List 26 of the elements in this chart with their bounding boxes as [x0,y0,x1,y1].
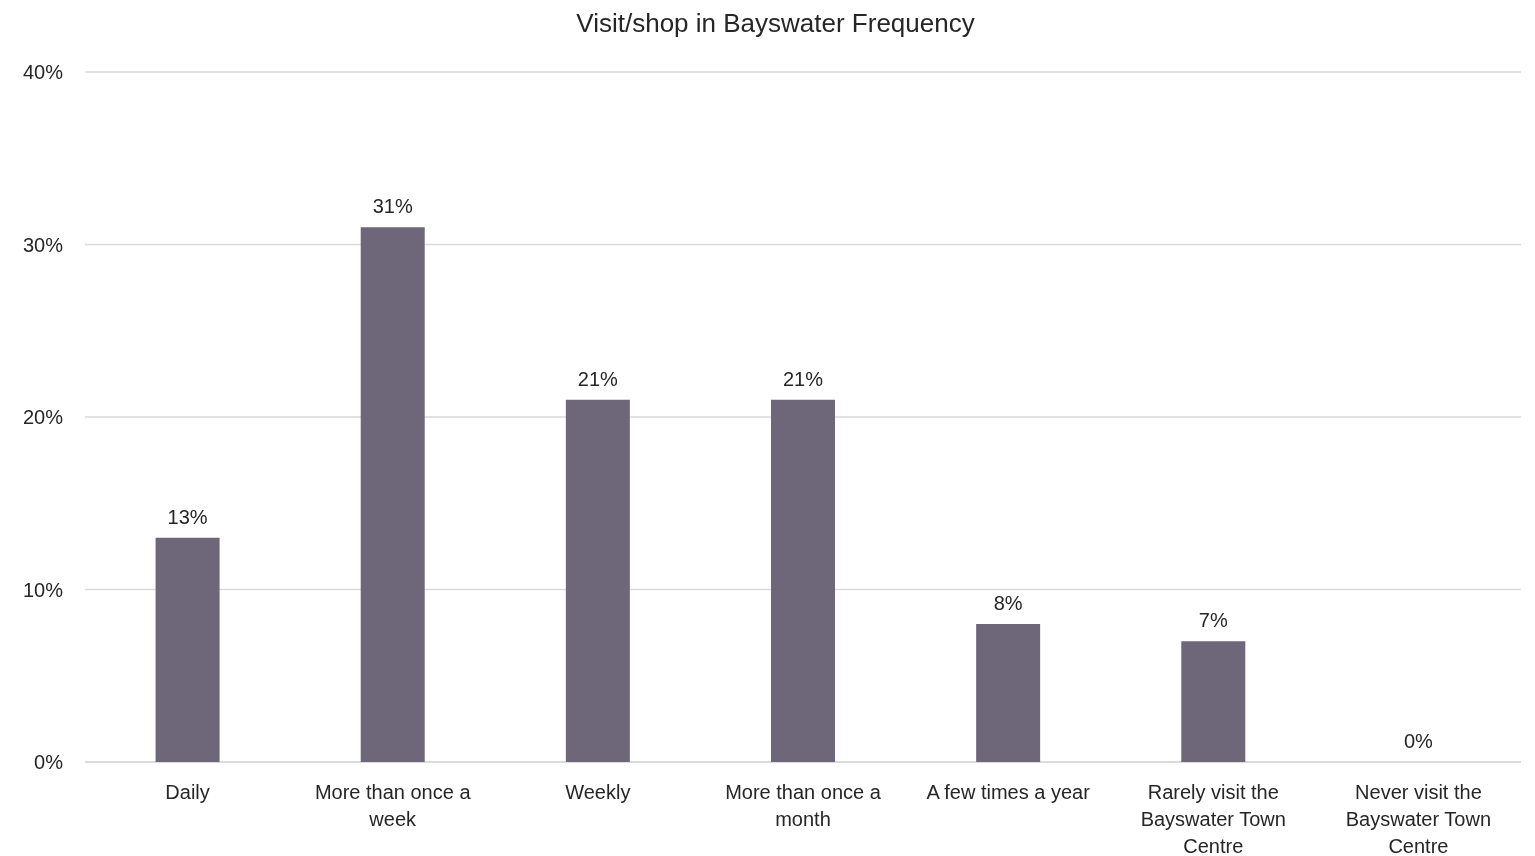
x-tick-label: Rarely visit the Bayswater Town Centre [1140,781,1286,856]
data-label: 7% [1198,609,1228,632]
data-label: 8% [993,592,1023,614]
x-tick-label: More than once a week [314,781,472,830]
y-tick-label: 40% [22,61,64,83]
data-label: 21% [577,367,619,390]
bar [976,624,1041,762]
x-tick-label: A few times a year [926,781,1091,803]
data-label: 0% [1403,730,1434,752]
bar [1181,641,1246,762]
y-tick-label: 20% [22,406,64,428]
data-label: 21% [782,367,824,390]
bar [771,399,835,762]
x-tick-label: More than once a month [725,781,882,830]
data-label: 31% [372,195,413,218]
bar [565,399,630,762]
y-tick-label: 30% [22,233,64,256]
x-tick-label: Never visit the Bayswater Town Centre [1345,781,1492,856]
y-tick-label: 0% [34,751,64,773]
bar [155,537,220,762]
y-tick-label: 10% [22,578,64,601]
x-tick-label: Daily [165,781,210,803]
x-tick-label: Weekly [565,781,631,803]
chart-title: Visit/shop in Bayswater Frequency [576,8,975,38]
data-label: 13% [167,505,208,528]
bar [360,227,425,762]
